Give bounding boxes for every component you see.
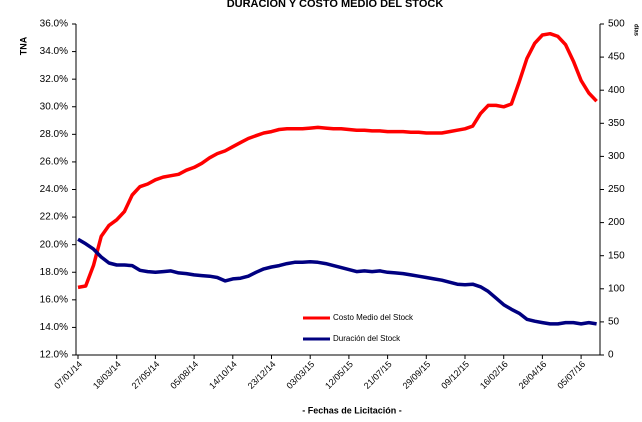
- y-tick-label: 24.0%: [40, 184, 68, 195]
- x-tick-label: 26/04/16: [517, 359, 549, 391]
- y2-tick-label: 150: [608, 250, 625, 261]
- legend-label: Costo Medio del Stock: [333, 313, 414, 322]
- x-tick-label: 18/03/14: [91, 359, 123, 391]
- y2-tick-label: 500: [608, 19, 625, 30]
- y-tick-label: 26.0%: [40, 157, 68, 168]
- x-tick-label: 07/01/14: [52, 359, 84, 391]
- y-tick-label: 34.0%: [40, 46, 68, 57]
- chart-title: DURACIÓN Y COSTO MEDIO DEL STOCK: [227, 0, 444, 10]
- y2-tick-label: 450: [608, 52, 625, 63]
- y-tick-label: 14.0%: [40, 322, 68, 333]
- y2-axis-title: días: [632, 24, 638, 37]
- y-tick-label: 22.0%: [40, 212, 68, 223]
- line-series: [77, 237, 597, 326]
- y-tick-label: 20.0%: [40, 239, 68, 250]
- x-tick-label: 03/03/15: [284, 359, 316, 391]
- x-tick-label: 09/12/15: [439, 359, 471, 391]
- y-axis-title: TNA: [18, 36, 28, 55]
- y-tick-label: 16.0%: [40, 294, 68, 305]
- x-tick-label: 14/10/14: [207, 359, 239, 391]
- x-axis-title: - Fechas de Licitación -: [302, 405, 402, 415]
- legend-label: Duración del Stock: [333, 334, 401, 343]
- y-tick-label: 30.0%: [40, 101, 68, 112]
- x-tick-label: 12/05/15: [323, 359, 355, 391]
- legend: [298, 306, 422, 348]
- x-tick-label: 16/02/16: [478, 359, 510, 391]
- y2-tick-label: 0: [608, 350, 614, 361]
- line-series: [77, 31, 598, 290]
- x-tick-label: 05/07/16: [555, 359, 587, 391]
- x-tick-label: 21/07/15: [362, 359, 394, 391]
- y2-tick-label: 100: [608, 283, 625, 294]
- y2-tick-label: 350: [608, 118, 625, 129]
- x-tick-label: 27/05/14: [130, 359, 162, 391]
- x-tick-label: 23/12/14: [246, 359, 278, 391]
- y-tick-label: 18.0%: [40, 267, 68, 278]
- x-tick-label: 05/08/14: [168, 359, 200, 391]
- y2-tick-label: 200: [608, 217, 625, 228]
- y2-tick-label: 250: [608, 184, 625, 195]
- y-tick-label: 28.0%: [40, 129, 68, 140]
- y2-tick-label: 300: [608, 151, 625, 162]
- y-tick-label: 36.0%: [40, 19, 68, 30]
- y2-tick-label: 400: [608, 85, 625, 96]
- y-tick-label: 32.0%: [40, 74, 68, 85]
- y2-tick-label: 50: [608, 317, 620, 328]
- y-tick-label: 12.0%: [40, 350, 68, 361]
- x-tick-label: 29/09/15: [401, 359, 433, 391]
